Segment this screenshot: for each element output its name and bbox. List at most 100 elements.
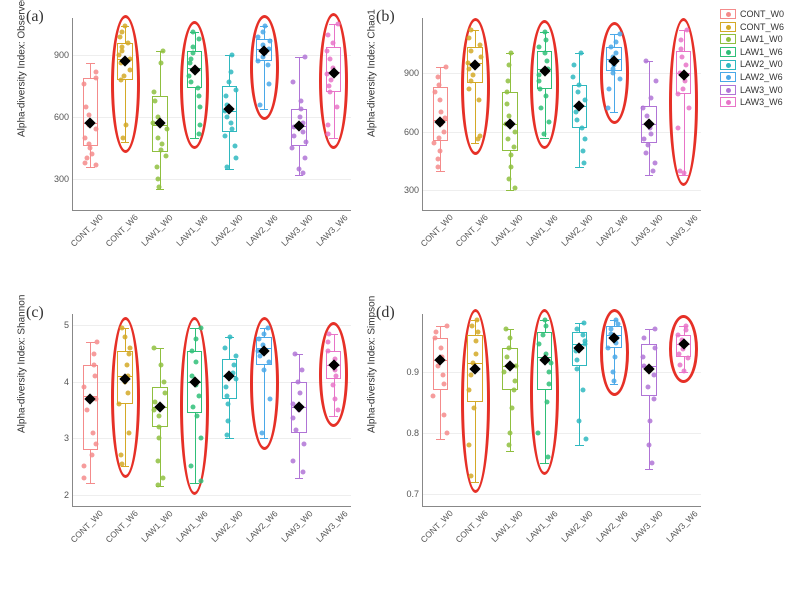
xtick-label: LAW3_W6	[314, 508, 350, 544]
ytick-label: 600	[54, 112, 73, 122]
data-point	[90, 430, 95, 435]
whisker-cap	[86, 63, 94, 64]
data-point	[116, 53, 121, 58]
panel-d: (d) Alpha-diversity Index: Simpson 0.70.…	[370, 300, 705, 565]
data-point	[469, 473, 474, 478]
data-point	[612, 379, 617, 384]
data-point	[328, 90, 333, 95]
data-point	[543, 94, 548, 99]
whisker	[579, 323, 580, 332]
data-point	[160, 49, 165, 54]
data-point	[616, 322, 621, 327]
xtick: LAW3_W0	[281, 215, 316, 267]
data-point	[297, 391, 302, 396]
data-point	[94, 127, 99, 132]
groups	[423, 314, 701, 506]
whisker-cap	[540, 463, 548, 464]
whisker	[579, 366, 580, 445]
xtick: CONT_W0	[422, 215, 457, 267]
data-point	[640, 106, 645, 111]
data-point	[653, 160, 658, 165]
data-point	[651, 372, 656, 377]
data-point	[191, 405, 196, 410]
data-point	[444, 324, 449, 329]
data-point	[434, 330, 439, 335]
data-point	[303, 55, 308, 60]
data-point	[127, 351, 132, 356]
whisker	[684, 30, 685, 52]
xtick-label: LAW3_W6	[664, 508, 700, 544]
xtick-label: CONT_W6	[104, 508, 140, 544]
xtick-label: CONT_W0	[69, 508, 105, 544]
whisker	[440, 326, 441, 338]
data-point	[154, 164, 159, 169]
ytick-label: 600	[404, 127, 423, 137]
data-point	[542, 29, 547, 34]
xtick: LAW1_W6	[177, 215, 212, 267]
data-point	[199, 478, 204, 483]
data-point	[300, 368, 305, 373]
data-point	[683, 328, 688, 333]
panel-b-plot: 300600900	[422, 18, 701, 211]
data-point	[333, 396, 338, 401]
data-point	[229, 121, 234, 126]
xtick: CONT_W0	[72, 511, 107, 563]
data-point	[571, 74, 576, 79]
data-point	[117, 402, 122, 407]
data-point	[546, 119, 551, 124]
data-point	[83, 135, 88, 140]
data-point	[331, 382, 336, 387]
data-point	[82, 385, 87, 390]
data-point	[506, 137, 511, 142]
whisker	[649, 143, 650, 174]
legend-item: LAW1_W6	[720, 46, 784, 59]
whisker	[125, 328, 126, 351]
data-point	[152, 345, 157, 350]
xtick-label: LAW2_W6	[244, 212, 280, 248]
figure-root: CONT_W0CONT_W6LAW1_W0LAW1_W6LAW2_W0LAW2_…	[0, 0, 792, 596]
data-point	[262, 24, 267, 29]
data-point	[513, 379, 518, 384]
ytick-label: 300	[404, 185, 423, 195]
data-point	[641, 336, 646, 341]
legend-swatch	[720, 85, 736, 95]
data-point	[444, 430, 449, 435]
data-point	[159, 148, 164, 153]
data-point	[266, 360, 271, 365]
data-point	[682, 368, 687, 373]
data-point	[469, 49, 474, 54]
whisker	[475, 30, 476, 48]
whisker-cap	[121, 142, 129, 143]
panel-a-label: (a)	[26, 8, 44, 26]
xtick-label: LAW1_W0	[489, 508, 525, 544]
whisker-cap	[121, 466, 129, 467]
whisker-cap	[329, 138, 337, 139]
whisker-cap	[645, 175, 653, 176]
data-point	[546, 382, 551, 387]
boxplot-group	[562, 314, 597, 506]
data-point	[188, 61, 193, 66]
data-point	[162, 391, 167, 396]
legend-label: LAW1_W0	[740, 33, 783, 46]
data-point	[293, 427, 298, 432]
data-point	[90, 152, 95, 157]
whisker-cap	[436, 439, 444, 440]
data-point	[93, 441, 98, 446]
whisker	[614, 71, 615, 112]
data-point	[119, 453, 124, 458]
panel-c-plot: 2345	[72, 314, 351, 507]
data-point	[198, 104, 203, 109]
xtick: LAW3_W0	[631, 215, 666, 267]
data-point	[260, 430, 265, 435]
whisker	[90, 63, 91, 77]
data-point	[506, 63, 511, 68]
data-point	[541, 333, 546, 338]
data-point	[88, 146, 93, 151]
panel-b-ylabel: Alpha-diversity Index: Chao1	[367, 9, 378, 137]
whisker	[229, 132, 230, 169]
data-point	[231, 362, 236, 367]
boxplot-group	[282, 314, 317, 506]
xtick: LAW2_W6	[246, 215, 281, 267]
boxplot-group	[632, 314, 667, 506]
whisker-cap	[225, 438, 233, 439]
